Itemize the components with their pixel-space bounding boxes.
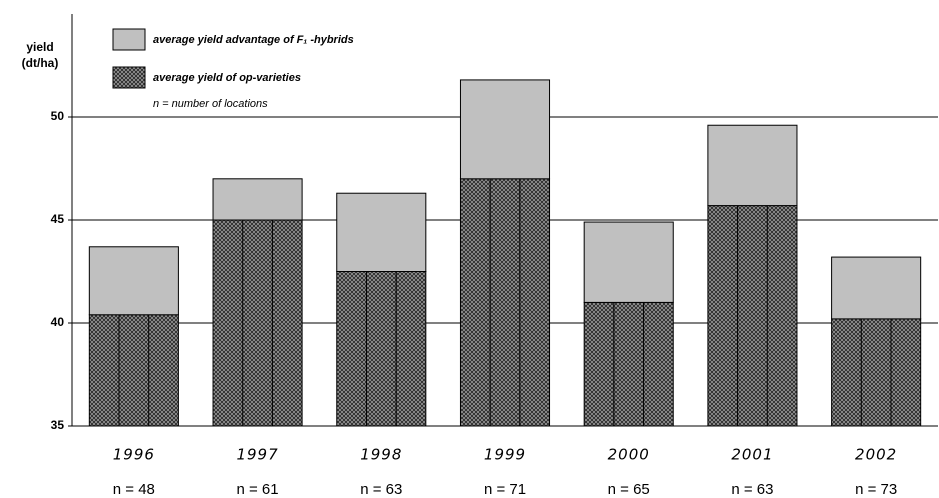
x-tick-label: 2001 <box>731 446 773 464</box>
legend-swatch <box>112 28 146 51</box>
bar-segment <box>583 301 674 427</box>
x-tick-label: 2002 <box>855 446 897 464</box>
category-note: n = 65 <box>608 481 650 498</box>
category-note: n = 63 <box>360 481 402 498</box>
bar-segment <box>459 79 551 180</box>
x-tick-label: 1996 <box>113 446 155 464</box>
bar-segment <box>707 205 798 427</box>
legend-label: average yield advantage of F₁ -hybrids <box>153 34 354 46</box>
bar-segment <box>831 256 922 320</box>
category-note: n = 61 <box>237 481 279 498</box>
y-axis-label: yield <box>26 40 53 54</box>
x-tick-label: 1997 <box>236 446 278 464</box>
note: n = number of locations <box>153 98 268 110</box>
bar-segment <box>212 219 303 427</box>
x-tick-label: 1999 <box>484 446 526 464</box>
bar-segment <box>459 178 551 427</box>
legend-swatch <box>112 66 146 89</box>
bar-segment <box>88 314 179 427</box>
y-tick-label: 50 <box>51 109 65 123</box>
y-axis-label: (dt/ha) <box>22 56 59 70</box>
y-tick-label: 45 <box>51 212 65 226</box>
category-note: n = 48 <box>113 481 155 498</box>
bar-segment <box>336 192 427 272</box>
bar-segment <box>583 221 674 303</box>
bar-segment <box>336 271 427 427</box>
bar-segment <box>88 246 179 316</box>
bar-segment <box>831 318 922 427</box>
y-tick-label: 40 <box>51 315 65 329</box>
x-tick-label: 1998 <box>360 446 402 464</box>
legend-label: average yield of op-varieties <box>153 72 301 84</box>
y-tick-label: 35 <box>51 418 65 432</box>
category-note: n = 71 <box>484 481 526 498</box>
category-note: n = 73 <box>855 481 897 498</box>
bar-segment <box>212 178 303 221</box>
x-tick-label: 2000 <box>608 446 650 464</box>
category-note: n = 63 <box>731 481 773 498</box>
bar-segment <box>707 124 798 207</box>
